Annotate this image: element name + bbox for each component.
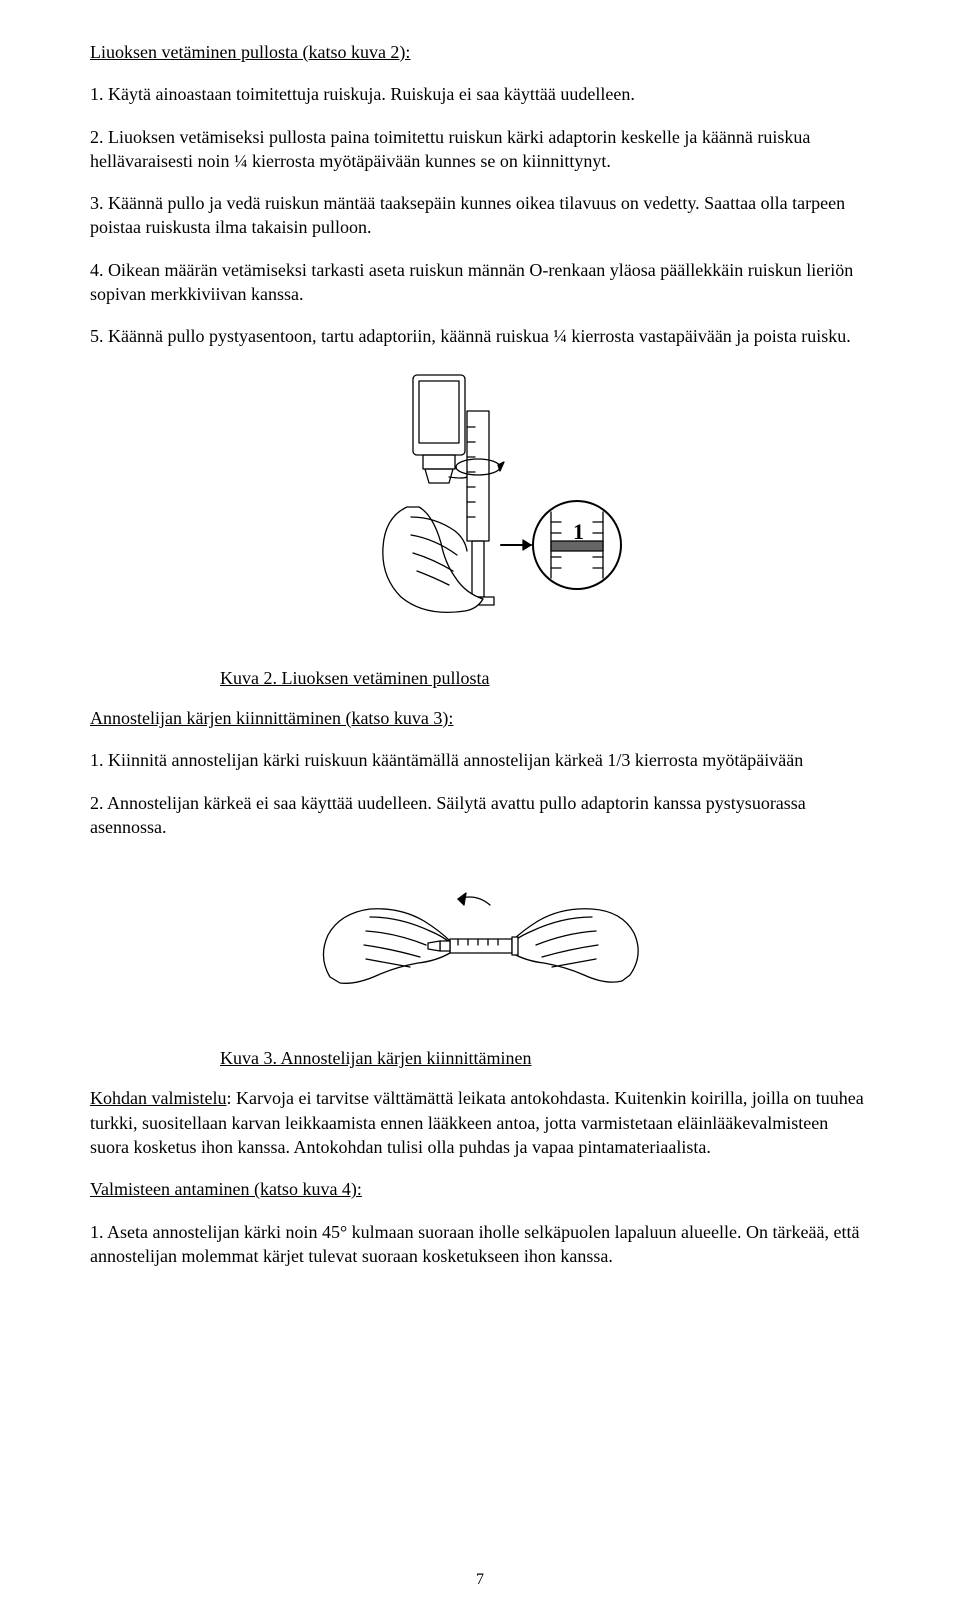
kohdan-valmistelu-paragraph: Kohdan valmistelu: Karvoja ei tarvitse v… bbox=[90, 1086, 870, 1159]
heading-liuoksen-vetaminen: Liuoksen vetäminen pullosta (katso kuva … bbox=[90, 40, 870, 64]
step-4: 4. Oikean määrän vetämiseksi tarkasti as… bbox=[90, 258, 870, 307]
caption-text: Kuva 2. Liuoksen vetäminen pullosta bbox=[220, 668, 489, 688]
figure-2-block: 1 bbox=[90, 367, 870, 652]
step-admin-1: 1. Aseta annostelijan kärki noin 45° kul… bbox=[90, 1220, 870, 1269]
kohdan-valmistelu-label: Kohdan valmistelu bbox=[90, 1088, 226, 1108]
step-5: 5. Käännä pullo pystyasentoon, tartu ada… bbox=[90, 324, 870, 348]
heading-text-2: Annostelijan kärjen kiinnittäminen (kats… bbox=[90, 708, 453, 728]
heading-valmisteen-antaminen: Valmisteen antaminen (katso kuva 4): bbox=[90, 1177, 870, 1201]
step-1: 1. Käytä ainoastaan toimitettuja ruiskuj… bbox=[90, 82, 870, 106]
document-page: Liuoksen vetäminen pullosta (katso kuva … bbox=[0, 0, 960, 1607]
figure-3-illustration bbox=[300, 857, 660, 1027]
figure-3-block bbox=[90, 857, 870, 1032]
step-attach-2: 2. Annostelijan kärkeä ei saa käyttää uu… bbox=[90, 791, 870, 840]
heading-annostelijan-karjen: Annostelijan kärjen kiinnittäminen (kats… bbox=[90, 706, 870, 730]
step-attach-1: 1. Kiinnitä annostelijan kärki ruiskuun … bbox=[90, 748, 870, 772]
caption-text-2: Kuva 3. Annostelijan kärjen kiinnittämin… bbox=[220, 1048, 531, 1068]
step-2: 2. Liuoksen vetämiseksi pullosta paina t… bbox=[90, 125, 870, 174]
step-3: 3. Käännä pullo ja vedä ruiskun mäntää t… bbox=[90, 191, 870, 240]
figure-3-caption: Kuva 3. Annostelijan kärjen kiinnittämin… bbox=[90, 1046, 870, 1070]
heading-text: Liuoksen vetäminen pullosta (katso kuva … bbox=[90, 42, 410, 62]
figure-2-caption: Kuva 2. Liuoksen vetäminen pullosta bbox=[90, 666, 870, 690]
inset-label: 1 bbox=[573, 519, 584, 544]
figure-2-illustration: 1 bbox=[315, 367, 645, 647]
page-number: 7 bbox=[0, 1571, 960, 1589]
heading-text-3: Valmisteen antaminen (katso kuva 4): bbox=[90, 1179, 362, 1199]
